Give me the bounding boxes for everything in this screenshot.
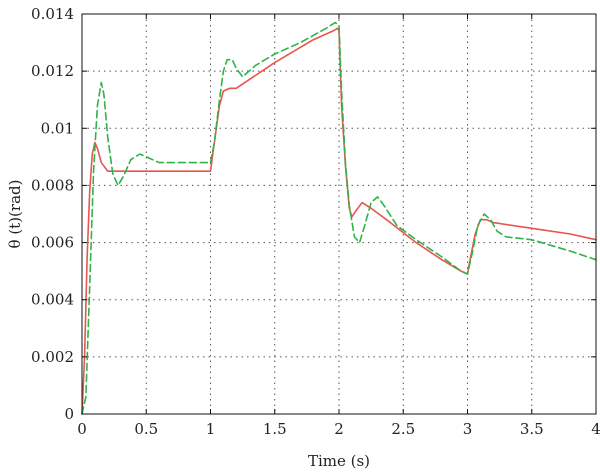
x-tick-label: 2 [334, 420, 344, 438]
axis-ticks: 0 0.5 1 1.5 2 2.5 3 3.5 4 0 0.002 0.004 0.006 0.008 0.… [31, 5, 600, 438]
x-tick-label: 3.5 [520, 420, 544, 438]
x-tick-label: 4 [591, 420, 600, 438]
y-axis-label: θ (t)(rad) [6, 180, 24, 249]
series-layer [81, 21, 597, 415]
y-tick-label: 0.008 [31, 176, 74, 194]
y-tick-label: 0.004 [31, 291, 74, 309]
y-tick-label: 0.002 [31, 348, 74, 366]
x-tick-label: 3 [463, 420, 473, 438]
x-tick-label: 0.5 [134, 420, 158, 438]
x-axis-label: Time (s) [308, 452, 370, 470]
x-tick-label: 2.5 [391, 420, 415, 438]
grid [82, 14, 596, 414]
x-tick-label: 0 [77, 420, 87, 438]
x-tick-label: 1.5 [263, 420, 287, 438]
y-tick-label: 0.006 [31, 234, 74, 252]
series-line-2 [81, 21, 597, 415]
y-tick-label: 0 [64, 405, 74, 423]
y-tick-label: 0.01 [41, 119, 74, 137]
x-tick-label: 1 [206, 420, 216, 438]
y-tick-label: 0.014 [31, 5, 74, 23]
plot-frame [81, 13, 597, 415]
y-tick-label: 0.012 [31, 62, 74, 80]
